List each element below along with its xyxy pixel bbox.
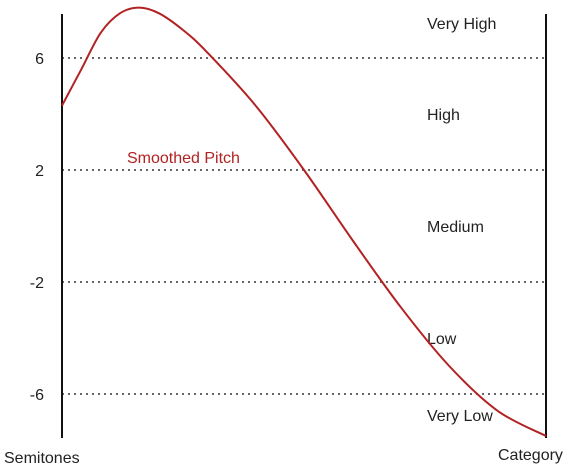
smoothed-pitch-line: [61, 6, 547, 437]
category-axis-title: Category: [498, 447, 563, 464]
y-tick-label: -2: [30, 275, 44, 292]
category-label: Very Low: [427, 408, 493, 425]
y-tick-label: -6: [30, 387, 44, 404]
semitones-axis-title: Semitones: [4, 450, 80, 467]
y-tick-label: 6: [35, 51, 44, 68]
smoothed-pitch-label: Smoothed Pitch: [127, 150, 240, 167]
category-label: Medium: [427, 219, 484, 236]
y-tick-labels: 6 2 -2 -6: [30, 51, 44, 404]
category-label: Low: [427, 331, 457, 348]
category-labels: Very High High Medium Low Very Low: [427, 16, 496, 425]
y-tick-label: 2: [35, 163, 44, 180]
category-label: High: [427, 107, 460, 124]
category-label: Very High: [427, 16, 496, 33]
